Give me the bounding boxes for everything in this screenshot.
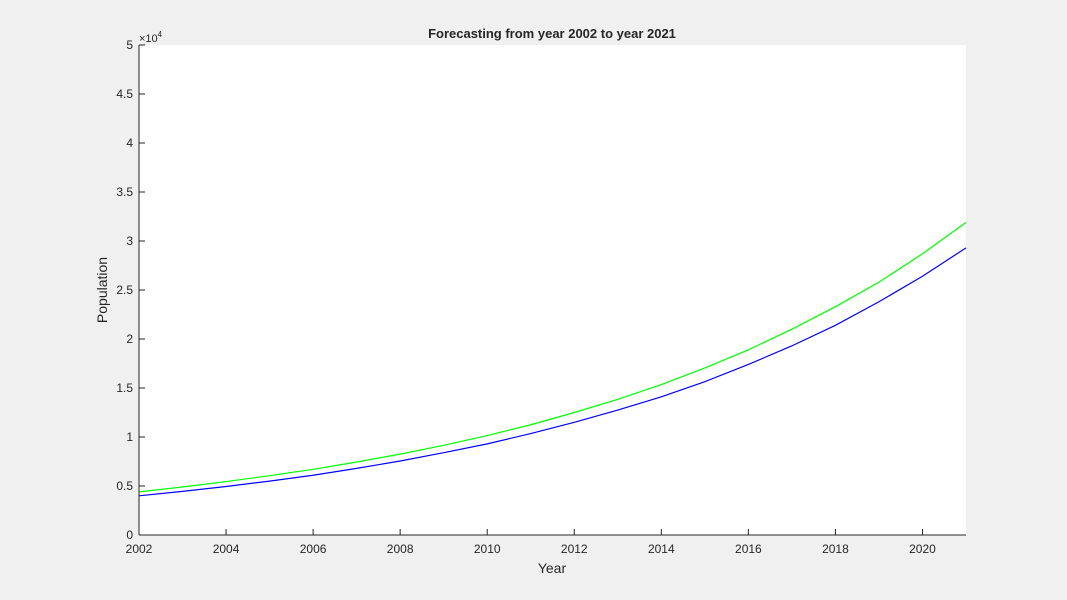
axis-exponent-power: 4: [158, 30, 163, 39]
y-tick-label: 1.5: [116, 381, 133, 395]
series-line-1: [138, 221, 967, 493]
x-tick-label: 2002: [126, 542, 153, 556]
y-tick-label: 2.5: [116, 283, 133, 297]
y-tick-label: 5: [126, 38, 133, 52]
x-tick-label: 2004: [213, 542, 240, 556]
x-tick-label: 2016: [735, 542, 762, 556]
y-tick-label: 4.5: [116, 87, 133, 101]
y-ticks: 0 0.5 1 1.5 2 2.5 3 3.5 4 4.5 5: [116, 38, 145, 542]
x-tick-label: 2018: [822, 542, 849, 556]
axes-background: [139, 45, 966, 535]
x-axis-label: Year: [538, 560, 567, 576]
x-tick-label: 2020: [909, 542, 936, 556]
chart-title: Forecasting from year 2002 to year 2021: [428, 26, 676, 41]
plot-lines: [138, 221, 967, 497]
y-tick-label: 0.5: [116, 479, 133, 493]
y-tick-label: 3.5: [116, 185, 133, 199]
y-tick-label: 1: [126, 430, 133, 444]
x-tick-label: 2006: [300, 542, 327, 556]
y-tick-label: 2: [126, 332, 133, 346]
y-tick-label: 0: [126, 528, 133, 542]
x-tick-label: 2008: [387, 542, 414, 556]
axis-exponent-base: ×10: [139, 33, 158, 45]
x-tick-label: 2014: [648, 542, 675, 556]
series-line-2: [138, 247, 967, 497]
y-tick-label: 4: [126, 136, 133, 150]
axis-exponent: ×104: [139, 30, 163, 45]
y-axis-label: Population: [94, 257, 110, 323]
x-tick-label: 2010: [474, 542, 501, 556]
x-tick-label: 2012: [561, 542, 588, 556]
x-ticks: 2002 2004 2006 2008 2010 2012 2014 2016 2018 2020: [126, 529, 936, 556]
y-tick-label: 3: [126, 234, 133, 248]
